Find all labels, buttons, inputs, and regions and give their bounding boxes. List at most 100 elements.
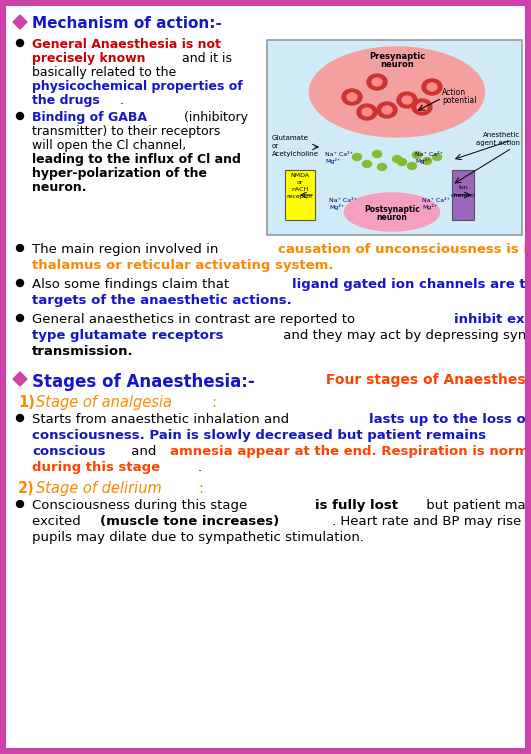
Ellipse shape: [392, 155, 401, 163]
Text: Na⁺ Ca²⁺
Mg²⁺: Na⁺ Ca²⁺ Mg²⁺: [415, 152, 443, 164]
Text: Mechanism of action:-: Mechanism of action:-: [32, 16, 222, 31]
Ellipse shape: [353, 154, 362, 161]
Text: .: .: [198, 461, 201, 474]
Ellipse shape: [310, 47, 484, 137]
Text: during this stage: during this stage: [32, 461, 160, 474]
Circle shape: [16, 415, 23, 421]
Text: causation of unconsciousness is in: causation of unconsciousness is in: [278, 243, 531, 256]
Ellipse shape: [378, 164, 387, 170]
Ellipse shape: [398, 158, 407, 165]
Circle shape: [16, 501, 23, 507]
Bar: [452, 170, 474, 220]
Ellipse shape: [372, 78, 382, 86]
Text: leading to the influx of Cl and: leading to the influx of Cl and: [32, 153, 241, 166]
Ellipse shape: [397, 92, 417, 108]
Text: ligand gated ion channels are the main: ligand gated ion channels are the main: [292, 278, 531, 291]
Text: is fully lost: is fully lost: [315, 499, 398, 512]
Text: nACH: nACH: [292, 187, 309, 192]
Circle shape: [16, 112, 23, 119]
Text: Anesthetic: Anesthetic: [483, 132, 520, 138]
Ellipse shape: [407, 163, 416, 170]
Text: will open the Cl channel,: will open the Cl channel,: [32, 139, 186, 152]
Ellipse shape: [342, 89, 362, 105]
Text: neuron.: neuron.: [32, 181, 87, 194]
Text: (inhibitory: (inhibitory: [181, 111, 249, 124]
Ellipse shape: [377, 102, 397, 118]
Ellipse shape: [413, 152, 422, 158]
Text: 1): 1): [18, 395, 35, 410]
Text: physicochemical properties of: physicochemical properties of: [32, 80, 243, 93]
Text: Na⁺ Ca²⁺
Mg²⁺: Na⁺ Ca²⁺ Mg²⁺: [329, 198, 357, 210]
Polygon shape: [13, 372, 27, 386]
Text: :: :: [198, 481, 203, 496]
Text: The main region involved in: The main region involved in: [32, 243, 222, 256]
Text: transmitter) to their receptors: transmitter) to their receptors: [32, 125, 220, 138]
Text: Stage of delirium: Stage of delirium: [36, 481, 162, 496]
Text: Stage of analgesia: Stage of analgesia: [36, 395, 172, 410]
Ellipse shape: [347, 93, 357, 101]
Text: inhibit excitatory NMDA: inhibit excitatory NMDA: [455, 313, 531, 326]
Ellipse shape: [362, 108, 372, 116]
Text: channel: channel: [450, 193, 475, 198]
Circle shape: [16, 314, 23, 321]
Text: (muscle tone increases): (muscle tone increases): [100, 515, 280, 528]
Text: Glutamate: Glutamate: [272, 135, 309, 141]
Ellipse shape: [382, 106, 392, 114]
Text: the drugs: the drugs: [32, 94, 100, 107]
Text: Consciousness during this stage: Consciousness during this stage: [32, 499, 252, 512]
Ellipse shape: [345, 193, 440, 231]
Text: or: or: [297, 180, 303, 185]
Text: amnesia appear at the end. Respiration is normal: amnesia appear at the end. Respiration i…: [170, 445, 531, 458]
Ellipse shape: [422, 79, 442, 95]
Text: Presynaptic: Presynaptic: [369, 52, 425, 61]
Ellipse shape: [412, 99, 432, 115]
Ellipse shape: [417, 103, 427, 111]
Ellipse shape: [367, 74, 387, 90]
Text: Action: Action: [442, 88, 466, 97]
Text: 2): 2): [18, 481, 35, 496]
Text: and: and: [127, 445, 160, 458]
Text: lasts up to the loss of: lasts up to the loss of: [369, 413, 531, 426]
Text: targets of the anaesthetic actions.: targets of the anaesthetic actions.: [32, 294, 292, 307]
Text: precisely known: precisely known: [32, 52, 145, 65]
Text: thalamus or reticular activating system.: thalamus or reticular activating system.: [32, 259, 333, 272]
Ellipse shape: [423, 158, 432, 164]
Text: General anaesthetics in contrast are reported to: General anaesthetics in contrast are rep…: [32, 313, 359, 326]
Ellipse shape: [363, 161, 372, 167]
Text: Postsynaptic: Postsynaptic: [364, 205, 420, 214]
Text: but patient may appear: but patient may appear: [422, 499, 531, 512]
Text: potential: potential: [442, 96, 476, 105]
Circle shape: [16, 280, 23, 287]
Text: excited: excited: [32, 515, 85, 528]
Text: Na⁺ Ca²⁺
Mg²⁺: Na⁺ Ca²⁺ Mg²⁺: [422, 198, 450, 210]
Text: NMDA: NMDA: [290, 173, 310, 178]
Ellipse shape: [373, 151, 381, 158]
Circle shape: [16, 244, 23, 252]
Text: agent action: agent action: [476, 140, 520, 146]
Circle shape: [16, 39, 23, 47]
Text: transmission.: transmission.: [32, 345, 134, 358]
Ellipse shape: [357, 104, 377, 120]
Bar: [285, 170, 315, 220]
Text: pupils may dilate due to sympathetic stimulation.: pupils may dilate due to sympathetic sti…: [32, 531, 364, 544]
Text: . Heart rate and BP may rise and: . Heart rate and BP may rise and: [332, 515, 531, 528]
Text: and it is: and it is: [178, 52, 233, 65]
Text: Four stages of Anaesthesia: Four stages of Anaesthesia: [321, 373, 531, 387]
Ellipse shape: [402, 96, 412, 104]
Text: hyper-polarization of the: hyper-polarization of the: [32, 167, 207, 180]
Text: basically related to the: basically related to the: [32, 66, 176, 79]
Text: type glutamate receptors: type glutamate receptors: [32, 329, 224, 342]
Polygon shape: [13, 15, 27, 29]
Text: Starts from anaesthetic inhalation and: Starts from anaesthetic inhalation and: [32, 413, 293, 426]
Ellipse shape: [433, 154, 441, 161]
Text: neuron: neuron: [376, 213, 407, 222]
Text: :: :: [211, 395, 217, 410]
Text: Stages of Anaesthesia:-: Stages of Anaesthesia:-: [32, 373, 255, 391]
Text: Ion: Ion: [458, 185, 468, 190]
Text: or: or: [272, 143, 279, 149]
Ellipse shape: [427, 83, 437, 91]
Text: General Anaesthesia is not: General Anaesthesia is not: [32, 38, 221, 51]
Text: neuron: neuron: [380, 60, 414, 69]
Text: receptor: receptor: [287, 194, 313, 199]
Text: Na⁺ Ca²⁺
Mg²⁺: Na⁺ Ca²⁺ Mg²⁺: [325, 152, 353, 164]
